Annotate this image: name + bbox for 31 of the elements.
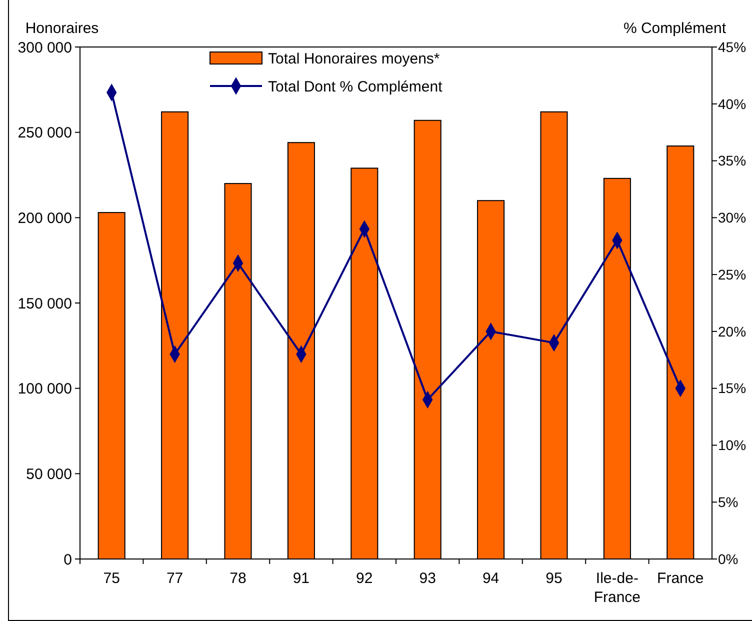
y2-tick-label: 20%: [718, 323, 746, 340]
y2-tick-label: 30%: [718, 210, 746, 226]
x-tick-label: 78: [230, 570, 246, 587]
y-tick-label: 150 000: [18, 295, 72, 312]
legend-label: Total Dont % Complément: [268, 78, 444, 96]
y2-tick-label: 45%: [718, 38, 746, 55]
x-tick-label: France: [657, 570, 704, 587]
x-tick-label: 92: [356, 570, 373, 587]
y2-tick-label: 35%: [718, 152, 746, 169]
y-tick-label: 300 000: [18, 39, 72, 56]
y-axis-title: Honoraires: [25, 20, 99, 37]
y-tick-label: 100 000: [18, 380, 72, 398]
y-tick-label: 200 000: [18, 210, 72, 227]
x-tick-label: 91: [292, 570, 310, 587]
y2-tick-label: 25%: [718, 266, 746, 282]
x-tick-label: Ile-de-France: [594, 570, 641, 606]
y2-tick-label: 15%: [718, 380, 746, 396]
x-tick-label: 93: [419, 570, 436, 587]
y2-tick-label: 5%: [718, 494, 738, 510]
y2-axis-title: % Complément: [623, 20, 727, 37]
y2-tick-label: 0%: [718, 550, 738, 567]
y2-tick-label: 40%: [718, 96, 746, 112]
y-tick-label: 250 000: [18, 124, 72, 142]
x-tick-label: 75: [103, 570, 120, 587]
y-tick-label: 50 000: [26, 466, 72, 483]
y2-tick-label: 10%: [718, 437, 746, 454]
y-tick-label: 0: [64, 551, 72, 568]
x-tick-label: 94: [482, 570, 500, 587]
legend-label: Total Honoraires moyens*: [268, 50, 440, 68]
x-tick-label: 77: [166, 570, 184, 587]
x-tick-label: 95: [546, 570, 562, 587]
